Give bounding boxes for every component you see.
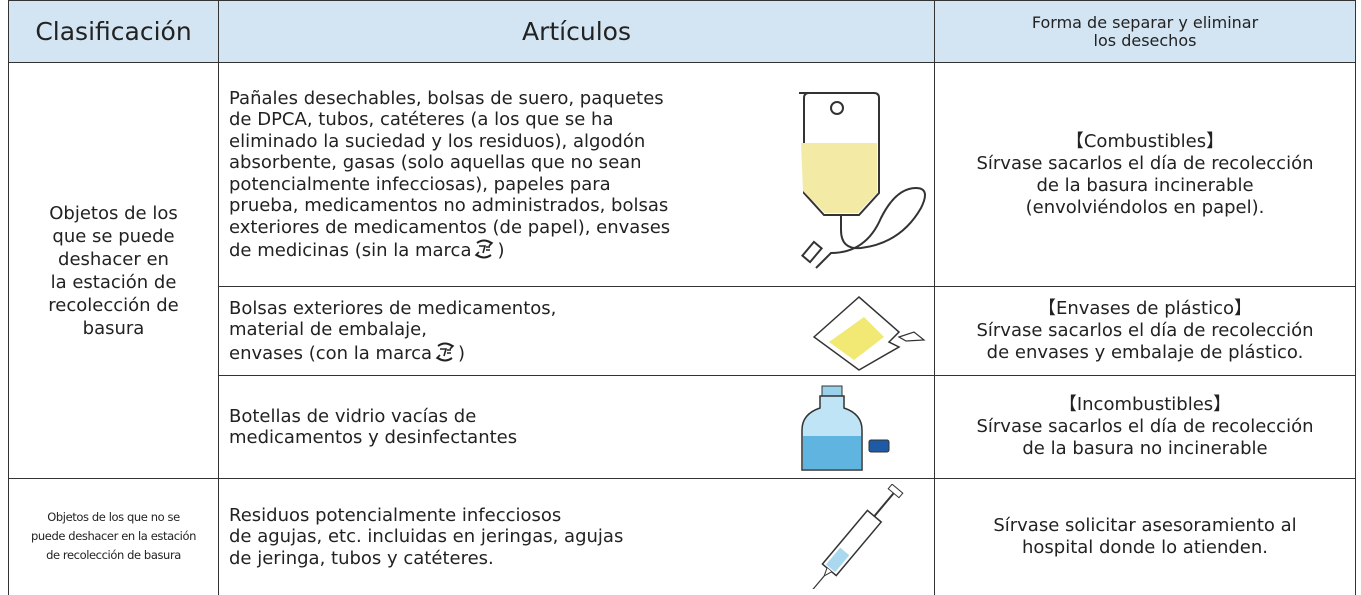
classification-cell: Objetos de los que no se puede deshacer e… — [8, 478, 219, 595]
waste-table: Clasificación Artículos Forma de separar y… — [8, 0, 1356, 595]
text-line: (envolviéndolos en papel). — [1025, 196, 1265, 218]
text-line: 【Incombustibles】 — [1058, 394, 1232, 415]
text-line: de jeringa, tubos y catéteres. — [229, 547, 494, 569]
syringe-image — [806, 484, 904, 589]
disposal-cell: Sírvase solicitar asesoramiento al hospit… — [934, 478, 1356, 595]
text-line: de la basura no incinerable — [1022, 438, 1268, 459]
text-fragment: ) — [458, 342, 466, 364]
text-line: material de embalaje, — [229, 319, 427, 341]
articles-cell: Residuos potencialmente infecciosos de ag… — [218, 478, 935, 595]
text-line: hospital donde lo atienden. — [1021, 536, 1269, 558]
disposal-cell: 【Incombustibles】 Sírvase sacarlos el día … — [934, 375, 1356, 479]
text-line: de medicinas (sin la marca) — [229, 239, 505, 261]
iv-bag-image — [799, 92, 926, 269]
text-line: 【Combustibles】 — [1065, 130, 1225, 152]
text-line: 【Envases de plástico】 — [1037, 298, 1253, 319]
text-line: Objetos de los que no se — [47, 510, 180, 525]
text-line: que se puede — [52, 225, 175, 247]
articles-cell: Botellas de vidrio vacías de medicamentos… — [218, 375, 935, 479]
text-line: absorbente, gasas (solo aquellas que no … — [229, 152, 642, 173]
recycle-mark — [435, 342, 455, 362]
header-cell: Artículos — [218, 0, 935, 63]
text-line: la estación de — [50, 271, 177, 293]
header-cell: Forma de separar y eliminar los desechos — [934, 0, 1356, 63]
text-line: Sírvase sacarlos el día de recolección — [976, 416, 1314, 437]
text-line: de DPCA, tubos, catéteres (a los que se … — [229, 109, 614, 130]
text-line: de envases y embalaje de plástico. — [986, 342, 1304, 363]
text-line: los desechos — [1093, 30, 1197, 50]
recycle-mark — [475, 239, 494, 259]
text-line: Sírvase sacarlos el día de recolección — [976, 320, 1314, 341]
text-line: puede deshacer en la estación — [31, 529, 196, 544]
bag-image — [812, 296, 926, 371]
text-fragment: ) — [497, 240, 505, 261]
table-row: Objetos de los que no se puede deshacer e… — [8, 478, 1356, 595]
text-line: Forma de separar y eliminar — [1031, 12, 1259, 32]
text-line: Residuos potencialmente infecciosos — [229, 504, 562, 526]
text-line: envases (con la marca) — [229, 342, 466, 364]
text-line: Botellas de vidrio vacías de — [229, 405, 477, 427]
text-line: Pañales desechables, bolsas de suero, pa… — [229, 87, 664, 109]
text-line: prueba, medicamentos no administrados, b… — [229, 195, 669, 216]
header-cell: Clasificación — [8, 0, 219, 63]
text-line: eliminado la suciedad y los residuos), a… — [229, 130, 646, 152]
text-line: de la basura incinerable — [1036, 174, 1254, 196]
table-row: Botellas de vidrio vacías de medicamentos… — [9, 375, 1356, 479]
text-line: deshacer en — [58, 248, 169, 270]
table-row: Objetos de los que se puede deshacer en la … — [8, 62, 1356, 479]
text-line: Sírvase solicitar asesoramiento al — [993, 514, 1297, 536]
text-line: de agujas, etc. incluidas en jeringas, a… — [229, 526, 624, 547]
articles-cell: Bolsas exteriores de medicamentos, materi… — [218, 286, 935, 376]
text-line: basura — [82, 317, 145, 339]
header-row: Clasificación Artículos Forma de separar y… — [8, 0, 1356, 63]
text-line: potencialmente infecciosas), papeles par… — [229, 173, 611, 195]
disposal-cell: 【Envases de plástico】 Sírvase sacarlos el… — [934, 286, 1356, 376]
text-line: Sírvase sacarlos el día de recolección — [976, 152, 1314, 174]
text-line: exteriores de medicamentos (de papel), e… — [229, 216, 671, 238]
text-line: Objetos de los — [49, 202, 178, 224]
text-line: Bolsas exteriores de medicamentos, — [229, 297, 557, 319]
text-line: medicamentos y desinfectantes — [229, 427, 518, 448]
text-line: recolección de — [48, 294, 179, 316]
articles-cell: Pañales desechables, bolsas de suero, pa… — [218, 62, 935, 287]
classification-cell: Objetos de los que se puede deshacer en la … — [8, 62, 219, 479]
disposal-cell: 【Combustibles】 Sírvase sacarlos el día de… — [934, 62, 1356, 287]
bottle-image — [801, 385, 890, 471]
text-line: de recolección de basura — [46, 548, 181, 563]
